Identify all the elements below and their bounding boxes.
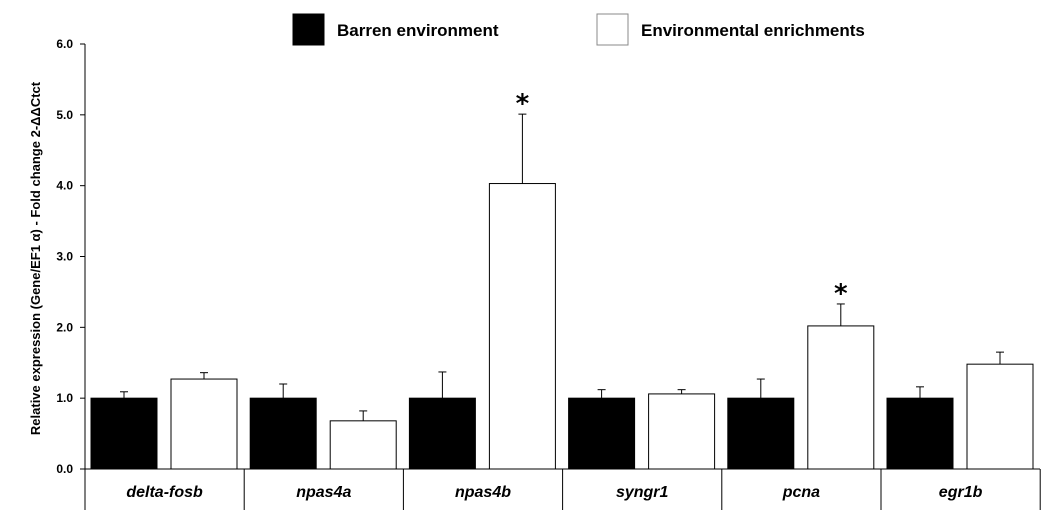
error-bars [120,113,1004,421]
y-tick-label: 0.0 [56,462,73,476]
bars [90,183,1034,470]
y-axis-title: Relative expression (Gene/EF1 α) - Fold … [28,81,43,435]
bar-pcna-enriched [807,325,875,470]
category-label: syngr1 [616,484,669,501]
y-tick-label: 4.0 [56,179,73,193]
bar-egr1b-enriched [966,363,1034,470]
bar-npas4b-barren [408,397,476,470]
legend-swatch-barren [292,13,325,46]
bar-npas4a-barren [249,397,317,470]
bar-pcna-barren [727,397,795,470]
bar-syngr1-barren [568,397,636,470]
category-label: npas4b [455,484,511,501]
bar-npas4a-enriched [329,420,397,470]
y-tick-label: 1.0 [56,391,73,405]
y-tick-label: 6.0 [56,37,73,51]
legend-label-barren: Barren environment [337,21,499,40]
significance-marker: * [516,89,530,119]
legend: Barren environment Environmental enrichme… [292,13,865,46]
y-tick-label: 5.0 [56,108,73,122]
axes: 0.0 1.0 2.0 3.0 4.0 5.0 6.0 Relative expression… [28,37,1041,510]
y-tick-label: 3.0 [56,250,73,264]
bar-npas4b-enriched [488,183,556,470]
category-label: egr1b [939,484,983,501]
bar-delta-fosb-enriched [170,378,238,470]
legend-swatch-enriched [596,13,629,46]
category-label: delta-fosb [126,484,203,501]
category-label: pcna [782,484,820,501]
y-tick-label: 2.0 [56,320,73,334]
bar-egr1b-barren [886,397,954,470]
legend-label-enriched: Environmental enrichments [641,21,865,40]
category-label: npas4a [296,484,351,501]
bar-syngr1-enriched [648,393,716,470]
bar-delta-fosb-barren [90,397,158,470]
annotations: ** [516,89,848,309]
significance-marker: * [834,279,848,309]
